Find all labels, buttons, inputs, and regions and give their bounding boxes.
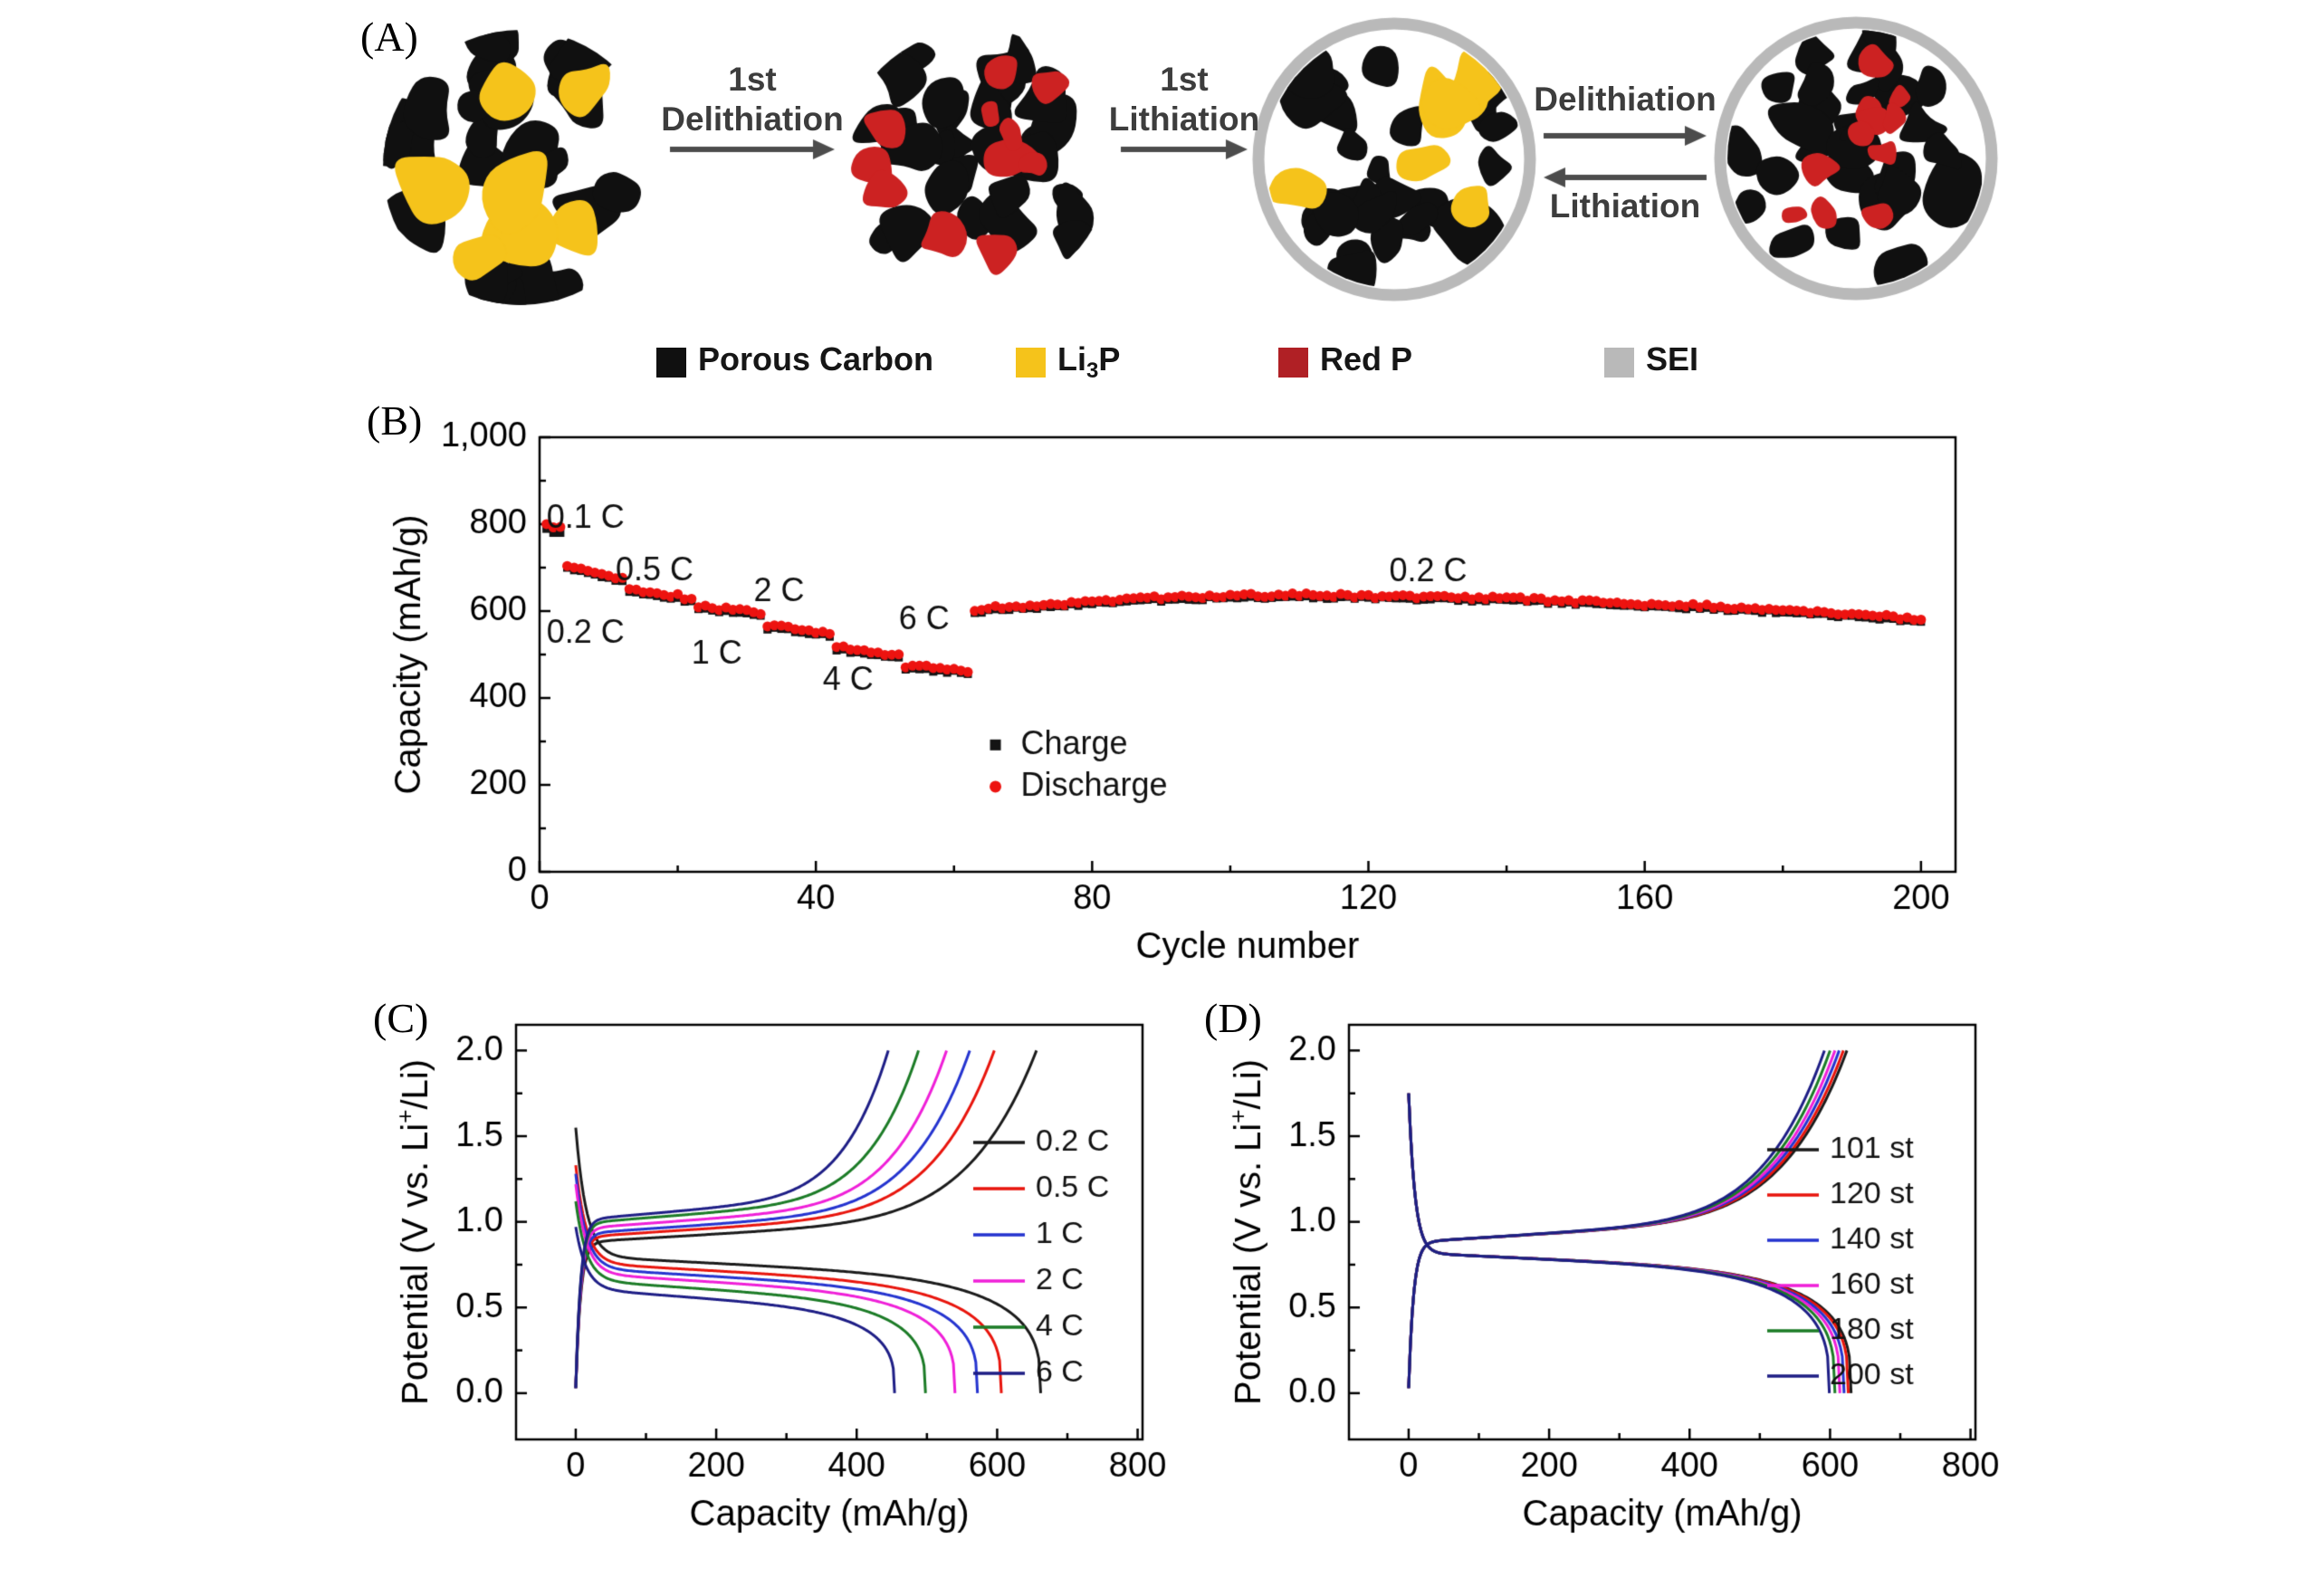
panel-d-label: (D) — [1204, 995, 1262, 1041]
red-p-swatch — [1278, 347, 1308, 378]
sei-label: SEI — [1646, 340, 1699, 378]
panel-a-label: (A) — [360, 14, 418, 60]
first-delithiation-label: 1st Delithiation — [617, 60, 888, 139]
red-p-label: Red P — [1320, 340, 1413, 378]
first-lithiation-label: 1st Lithiation — [1048, 60, 1320, 139]
lithiation-label: Lithiation — [1549, 187, 1701, 225]
li3p-label: Li3P — [1057, 340, 1121, 384]
legend-item-li3p: Li3P — [1016, 340, 1120, 384]
panel-a-schematic — [0, 0, 2324, 389]
panel-c-label: (C) — [373, 995, 429, 1041]
first-delithiation-line2: Delithiation — [661, 100, 844, 138]
panel-c-voltage-profile-chart — [380, 978, 1195, 1575]
first-lithiation-line1: 1st — [1160, 61, 1209, 98]
porous-carbon-swatch — [656, 347, 686, 378]
sei-swatch — [1604, 347, 1634, 378]
legend-item-porous-carbon: Porous Carbon — [656, 340, 933, 384]
panel-d-cycling-profile-chart — [1213, 978, 2028, 1575]
first-lithiation-line2: Lithiation — [1108, 100, 1260, 138]
li3p-swatch — [1016, 347, 1046, 378]
porous-carbon-label: Porous Carbon — [698, 340, 934, 378]
first-delithiation-line1: 1st — [728, 61, 777, 98]
panel-b-label: (B) — [367, 397, 423, 444]
delithiation-label: Delithiation — [1534, 81, 1717, 118]
legend-item-sei: SEI — [1604, 340, 1698, 384]
legend-item-red-p: Red P — [1278, 340, 1412, 384]
panel-b-rate-capability-chart — [362, 403, 2082, 991]
